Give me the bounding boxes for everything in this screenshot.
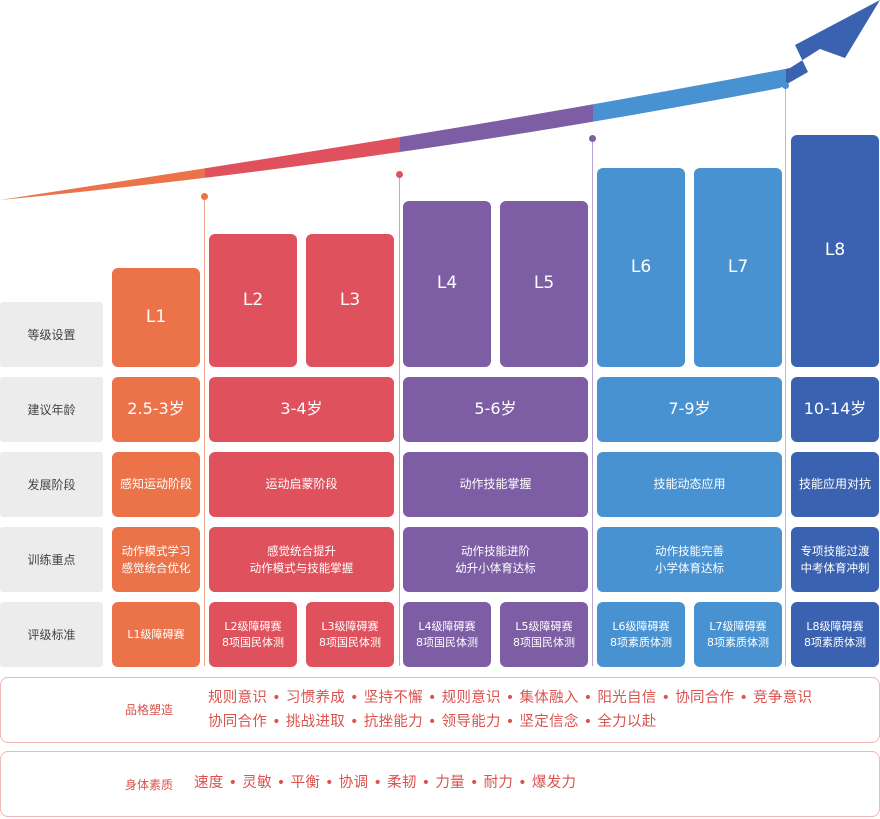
standard-cell-l1: L1级障碍赛 xyxy=(112,602,200,667)
stage-cell-l6-l7: 技能动态应用 xyxy=(597,452,782,517)
character-line-2: 协同合作 • 挑战进取 • 抗挫能力 • 领导能力 • 坚定信念 • 全力以赴 xyxy=(208,714,657,730)
focus-cell-l1: 动作模式学习 感觉统合优化 xyxy=(112,527,200,592)
divider-dot-1 xyxy=(201,193,208,200)
age-cell-l4-l5: 5-6岁 xyxy=(403,377,588,442)
stage-cell-l1: 感知运动阶段 xyxy=(112,452,200,517)
standard-cell-l8: L8级障碍赛 8项素质体测 xyxy=(791,602,879,667)
focus-cell-l8: 专项技能过渡 中考体育冲刺 xyxy=(791,527,879,592)
level-cell-l2: L2 xyxy=(209,234,297,367)
stage-cell-l8: 技能应用对抗 xyxy=(791,452,879,517)
divider-line-3 xyxy=(592,138,593,666)
level-cell-l8: L8 xyxy=(791,135,879,367)
divider-line-4 xyxy=(785,85,786,666)
row-label-standard: 评级标准 xyxy=(0,602,103,667)
level-cell-l1: L1 xyxy=(112,268,200,367)
arrow-segment-l2-l3 xyxy=(205,0,400,200)
age-cell-l2-l3: 3-4岁 xyxy=(209,377,394,442)
focus-cell-l4-l5: 动作技能进阶 幼升小体育达标 xyxy=(403,527,588,592)
standard-cell-l5: L5级障碍赛 8项国民体测 xyxy=(500,602,588,667)
arrow-segment-l4-l5 xyxy=(400,0,593,200)
level-cell-l3: L3 xyxy=(306,234,394,367)
character-title: 品格塑造 xyxy=(125,703,174,717)
physical-line-1: 速度 • 灵敏 • 平衡 • 协调 • 柔韧 • 力量 • 耐力 • 爆发力 xyxy=(194,775,577,791)
level-cell-l7: L7 xyxy=(694,168,782,367)
row-label-stage: 发展阶段 xyxy=(0,452,103,517)
row-label-focus: 训练重点 xyxy=(0,527,103,592)
level-cell-l6: L6 xyxy=(597,168,685,367)
divider-dot-2 xyxy=(396,171,403,178)
age-cell-l1: 2.5-3岁 xyxy=(112,377,200,442)
standard-cell-l2: L2级障碍赛 8项国民体测 xyxy=(209,602,297,667)
stage-cell-l4-l5: 动作技能掌握 xyxy=(403,452,588,517)
character-line-1: 规则意识 • 习惯养成 • 坚持不懈 • 规则意识 • 集体融入 • 阳光自信 … xyxy=(208,690,813,706)
standard-cell-l7: L7级障碍赛 8项素质体测 xyxy=(694,602,782,667)
character-band: 品格塑造 规则意识 • 习惯养成 • 坚持不懈 • 规则意识 • 集体融入 • … xyxy=(0,677,880,743)
standard-cell-l4: L4级障碍赛 8项国民体测 xyxy=(403,602,491,667)
divider-dot-4 xyxy=(782,82,789,89)
focus-cell-l6-l7: 动作技能完善 小学体育达标 xyxy=(597,527,782,592)
row-label-level: 等级设置 xyxy=(0,302,103,367)
age-cell-l6-l7: 7-9岁 xyxy=(597,377,782,442)
arrow-segment-l1 xyxy=(0,0,205,200)
standard-cell-l6: L6级障碍赛 8项素质体测 xyxy=(597,602,685,667)
divider-line-2 xyxy=(399,174,400,666)
standard-cell-l3: L3级障碍赛 8项国民体测 xyxy=(306,602,394,667)
level-cell-l5: L5 xyxy=(500,201,588,367)
divider-dot-3 xyxy=(589,135,596,142)
physical-band: 身体素质 速度 • 灵敏 • 平衡 • 协调 • 柔韧 • 力量 • 耐力 • … xyxy=(0,751,880,817)
focus-cell-l2-l3: 感觉统合提升 动作模式与技能掌握 xyxy=(209,527,394,592)
physical-title: 身体素质 xyxy=(125,778,174,792)
divider-line-1 xyxy=(204,196,205,666)
stage-cell-l2-l3: 运动启蒙阶段 xyxy=(209,452,394,517)
level-cell-l4: L4 xyxy=(403,201,491,367)
age-cell-l8: 10-14岁 xyxy=(791,377,879,442)
row-label-age: 建议年龄 xyxy=(0,377,103,442)
